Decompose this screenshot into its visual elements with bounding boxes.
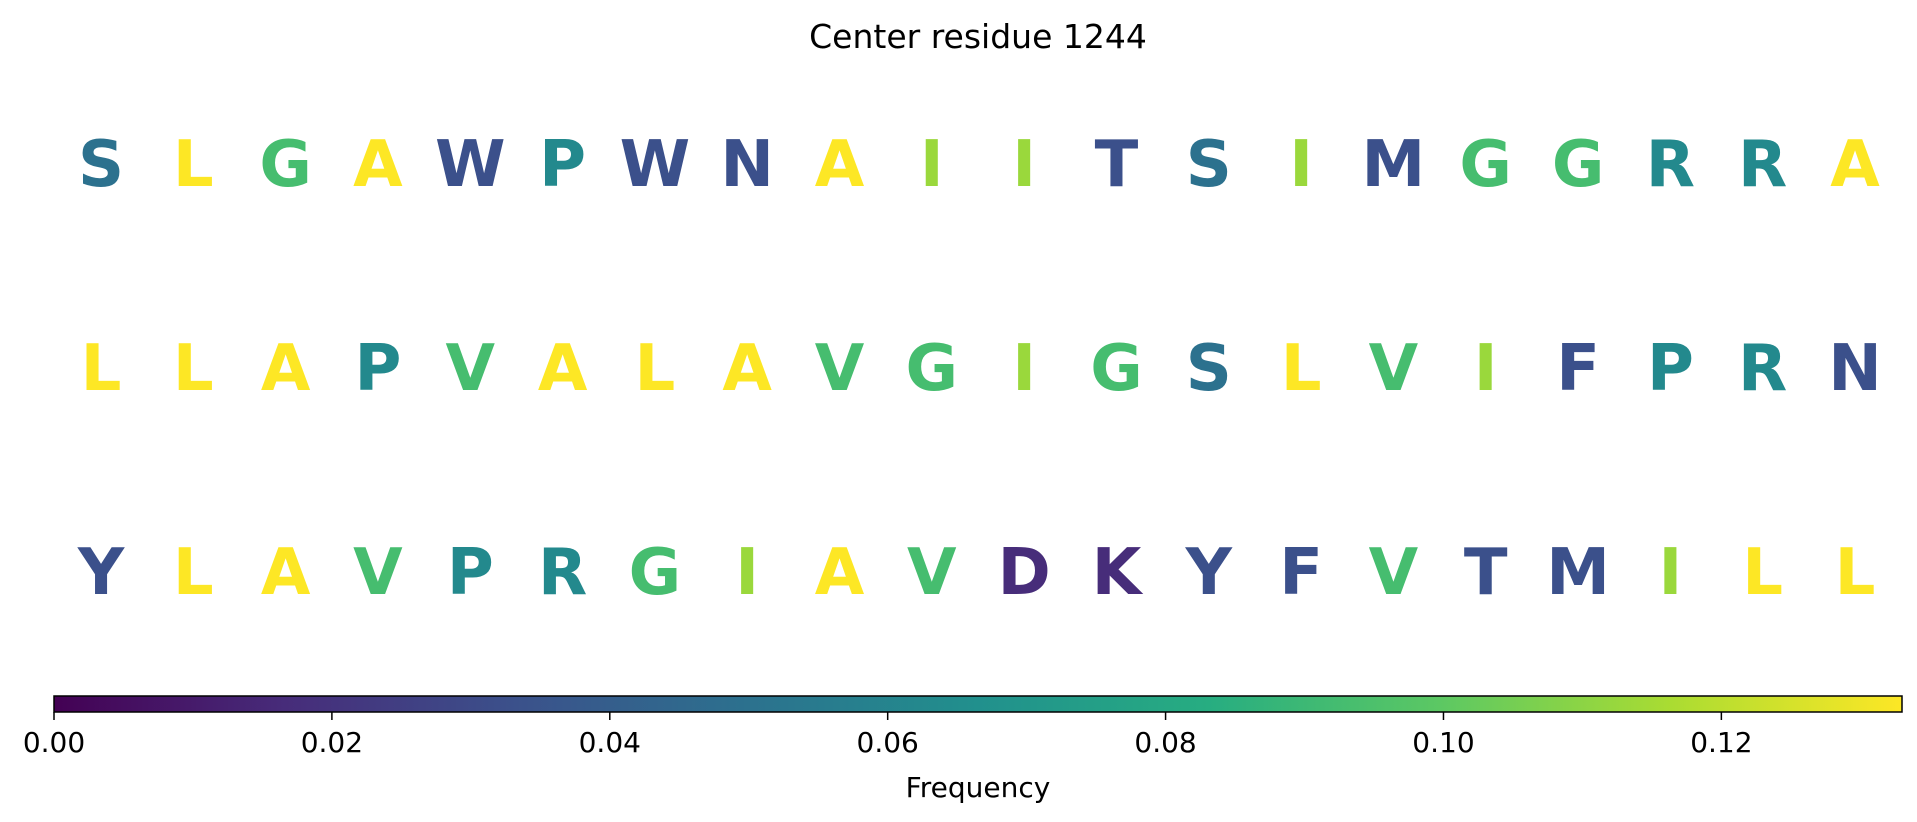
residue-letter: Y: [77, 536, 125, 610]
residue-letter: I: [1012, 332, 1036, 406]
residue-letter: I: [1289, 128, 1313, 202]
letter-grid: S L G A W P W N A I I T S I M G G R R AL L A P V A L A V G I G S L V I F P R N…: [77, 128, 1882, 610]
residue-letter: S: [1186, 332, 1232, 406]
residue-letter: G: [1459, 128, 1512, 202]
residue-letter: L: [173, 536, 214, 610]
residue-letter: M: [1362, 128, 1426, 202]
colorbar-gradient: [54, 696, 1902, 712]
colorbar-tick-label: 0.06: [857, 726, 919, 759]
residue-letter: L: [635, 332, 676, 406]
residue-letter: I: [1012, 128, 1036, 202]
colorbar-tick-label: 0.02: [301, 726, 363, 759]
residue-letter: I: [920, 128, 944, 202]
residue-letter: A: [538, 332, 588, 406]
residue-letter: S: [1186, 128, 1232, 202]
residue-letter: A: [353, 128, 403, 202]
residue-letter: W: [620, 128, 691, 202]
residue-letter: L: [1742, 536, 1783, 610]
residue-letter: L: [81, 332, 122, 406]
colorbar-tick-label: 0.04: [579, 726, 641, 759]
residue-letter: P: [447, 536, 494, 610]
residue-letter: V: [446, 332, 496, 406]
residue-letter: P: [354, 332, 401, 406]
colorbar-tick-label: 0.00: [23, 726, 85, 759]
colorbar-label: Frequency: [906, 771, 1051, 804]
residue-letter: F: [1279, 536, 1323, 610]
residue-letter: G: [906, 332, 959, 406]
residue-letter: R: [1646, 128, 1695, 202]
residue-letter: R: [538, 536, 587, 610]
residue-letter: R: [1738, 128, 1787, 202]
residue-letter: A: [1830, 128, 1880, 202]
residue-letter: F: [1556, 332, 1600, 406]
residue-letter: L: [173, 332, 214, 406]
residue-letter: S: [78, 128, 124, 202]
residue-letter: Y: [1185, 536, 1233, 610]
residue-letter: A: [815, 536, 865, 610]
colorbar-tick-label: 0.10: [1412, 726, 1474, 759]
residue-letter: R: [1738, 332, 1787, 406]
residue-letter: L: [1281, 332, 1322, 406]
residue-letter: D: [998, 536, 1051, 610]
colorbar: 0.00 0.02 0.04 0.06 0.08 0.10 0.12 Frequency: [23, 695, 1903, 804]
residue-letter: N: [720, 128, 774, 202]
colorbar-ticks: 0.00 0.02 0.04 0.06 0.08 0.10 0.12: [23, 712, 1753, 759]
residue-letter: L: [173, 128, 214, 202]
residue-letter: G: [1090, 332, 1143, 406]
residue-letter: V: [907, 536, 957, 610]
residue-letter: I: [735, 536, 759, 610]
residue-letter: N: [1828, 332, 1882, 406]
colorbar-frame: [53, 695, 1903, 713]
residue-letter: G: [629, 536, 682, 610]
residue-letter: P: [1647, 332, 1694, 406]
residue-letter: P: [539, 128, 586, 202]
residue-letter: T: [1095, 128, 1139, 202]
residue-letter: G: [259, 128, 312, 202]
residue-letter: K: [1092, 536, 1144, 610]
residue-letter: A: [815, 128, 865, 202]
residue-letter: I: [1658, 536, 1682, 610]
residue-letter: V: [815, 332, 865, 406]
residue-letter: L: [1835, 536, 1876, 610]
residue-letter: A: [722, 332, 772, 406]
chart-title: Center residue 1244: [809, 17, 1147, 56]
residue-letter: G: [1552, 128, 1605, 202]
residue-letter: T: [1464, 536, 1508, 610]
residue-letter: I: [1474, 332, 1498, 406]
colorbar-tick-label: 0.12: [1690, 726, 1752, 759]
residue-letter: A: [261, 536, 311, 610]
residue-letter: A: [261, 332, 311, 406]
residue-letter: V: [1369, 536, 1419, 610]
residue-letter: W: [435, 128, 506, 202]
residue-letter: M: [1546, 536, 1610, 610]
residue-letter: V: [353, 536, 403, 610]
residue-letter: V: [1369, 332, 1419, 406]
colorbar-tick-label: 0.08: [1134, 726, 1196, 759]
